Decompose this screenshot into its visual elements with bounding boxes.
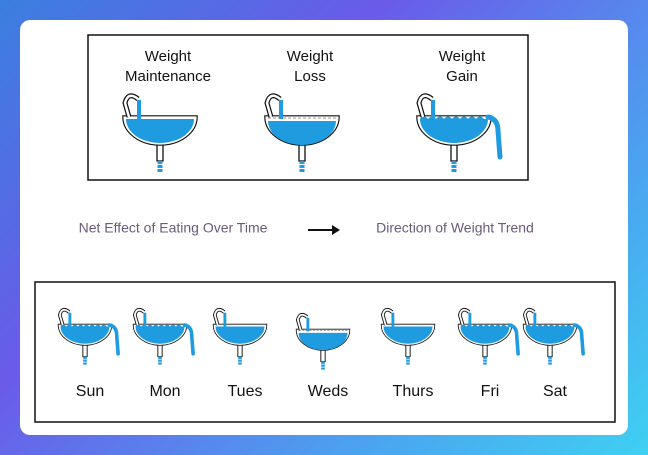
- faucet-inner: [133, 308, 145, 326]
- bottom-box: [34, 281, 616, 423]
- day-label: Sat: [543, 383, 568, 400]
- state-label: Maintenance: [125, 68, 211, 85]
- water: [268, 121, 336, 145]
- overflow: [507, 323, 520, 356]
- water: [525, 326, 575, 344]
- water: [135, 326, 185, 344]
- top-box: [87, 34, 529, 181]
- faucet-inner: [296, 313, 308, 331]
- water-waves: [420, 116, 486, 121]
- sink: [132, 307, 195, 366]
- faucet-inner: [381, 308, 393, 326]
- overflow: [107, 323, 120, 356]
- faucet-inner: [213, 308, 225, 326]
- state-label: Weight: [287, 48, 334, 65]
- water-waves: [60, 324, 109, 328]
- faucet-inner: [417, 94, 433, 118]
- sink: [295, 312, 351, 371]
- day-label: Sun: [76, 383, 104, 400]
- legend-left: Net Effect of Eating Over Time: [79, 220, 268, 236]
- state-label: Gain: [446, 68, 478, 85]
- day-label: Fri: [481, 383, 500, 400]
- arrow-head: [332, 225, 340, 235]
- legend-right: Direction of Weight Trend: [376, 220, 534, 236]
- sink: [57, 307, 120, 366]
- faucet-inner: [265, 94, 281, 118]
- sink: [264, 93, 340, 173]
- sink: [380, 307, 436, 366]
- faucet-inner: [523, 308, 535, 326]
- water-waves: [135, 324, 184, 328]
- overflow: [485, 114, 503, 160]
- day-label: Weds: [308, 383, 349, 400]
- state-label: Weight: [439, 48, 486, 65]
- water-waves: [460, 324, 509, 328]
- sink: [122, 93, 198, 173]
- water: [420, 119, 488, 143]
- overflow: [182, 323, 195, 356]
- water: [215, 326, 265, 344]
- day-label: Mon: [149, 383, 180, 400]
- sink: [212, 307, 268, 366]
- state-label: Loss: [294, 68, 326, 85]
- water: [60, 326, 110, 344]
- faucet-inner: [123, 94, 139, 118]
- overflow: [572, 323, 585, 356]
- sink: [416, 93, 503, 173]
- water: [460, 326, 510, 344]
- state-label: Weight: [145, 48, 192, 65]
- day-label: Tues: [228, 383, 263, 400]
- faucet-inner: [458, 308, 470, 326]
- water-waves: [525, 324, 574, 328]
- day-label: Thurs: [393, 383, 434, 400]
- water: [298, 332, 348, 351]
- sink: [522, 307, 585, 366]
- water: [383, 326, 433, 344]
- water: [126, 119, 194, 143]
- faucet-inner: [58, 308, 70, 326]
- sink: [457, 307, 520, 366]
